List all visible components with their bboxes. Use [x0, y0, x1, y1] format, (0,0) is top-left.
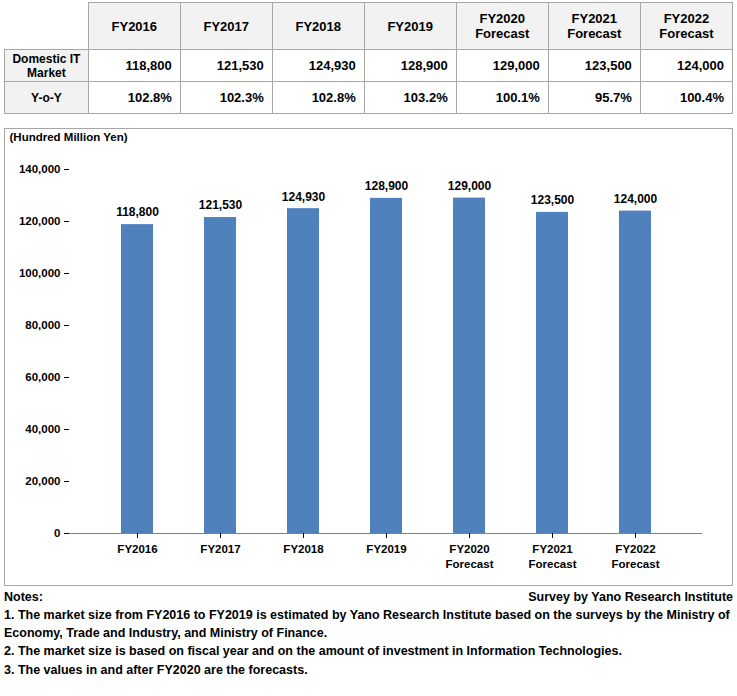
html-text:1. The market size from FY2016: 1. The market size from FY2016 to FY2019…	[4, 608, 730, 641]
svg-text:100,000: 100,000	[19, 267, 61, 279]
html-text:FY2019: FY2019	[387, 18, 433, 34]
html-text:Y-o-Y: Y-o-Y	[31, 90, 62, 105]
html-text:102.3%: 102.3%	[219, 90, 264, 105]
html-text:102.8%: 102.8%	[311, 90, 356, 105]
svg-text:40,000: 40,000	[25, 423, 60, 435]
html-text:118,800: 118,800	[125, 58, 172, 73]
svg-text:124,930: 124,930	[282, 190, 326, 204]
html-text:103.2%: 103.2%	[403, 90, 448, 105]
html-text:100.1%: 100.1%	[495, 90, 540, 105]
html-text:121,530: 121,530	[216, 58, 264, 73]
html-text:3. The values in and after FY2: 3. The values in and after FY2020 are th…	[4, 662, 308, 677]
html-text:2. The market size is based on: 2. The market size is based on fiscal ye…	[4, 644, 622, 659]
html-text:FY2020 Forecast: FY2020 Forecast	[475, 11, 530, 41]
html-text:FY2018: FY2018	[295, 18, 341, 34]
html-text:123,500: 123,500	[584, 58, 632, 73]
svg-text:128,900: 128,900	[365, 179, 409, 193]
svg-text:120,000: 120,000	[19, 215, 61, 227]
svg-text:60,000: 60,000	[25, 371, 60, 383]
html-text:102.8%: 102.8%	[127, 90, 172, 105]
html-text:129,000: 129,000	[492, 58, 540, 73]
svg-text:129,000: 129,000	[448, 179, 492, 193]
html-text:124,930: 124,930	[308, 58, 356, 73]
html-text:Domestic IT Market: Domestic IT Market	[12, 51, 81, 80]
html-text:Survey by Yano Research Instit: Survey by Yano Research Institute	[528, 590, 733, 604]
html-text:128,900: 128,900	[400, 58, 448, 73]
svg-text:118,800: 118,800	[116, 205, 159, 219]
svg-text:FY2021Forecast: FY2021Forecast	[529, 543, 577, 570]
html-text:FY2016: FY2016	[111, 18, 158, 34]
svg-text:FY2017: FY2017	[200, 543, 240, 555]
svg-text:123,500: 123,500	[531, 193, 575, 207]
html-text:124,000: 124,000	[677, 58, 724, 73]
svg-text:20,000: 20,000	[25, 475, 60, 487]
svg-text:FY2018: FY2018	[283, 543, 324, 555]
html-text:FY2017: FY2017	[203, 18, 249, 34]
html-text:FY2022 Forecast: FY2022 Forecast	[659, 11, 714, 41]
svg-text:80,000: 80,000	[25, 319, 60, 331]
html-text:95.7%: 95.7%	[595, 90, 632, 105]
svg-text:FY2022Forecast: FY2022Forecast	[612, 543, 660, 570]
svg-text:(Hundred Million Yen): (Hundred Million Yen)	[10, 131, 128, 143]
svg-text:140,000: 140,000	[19, 163, 61, 175]
svg-text:121,530: 121,530	[199, 198, 243, 212]
svg-text:FY2016: FY2016	[117, 543, 157, 555]
html-text:FY2021 Forecast: FY2021 Forecast	[567, 11, 622, 41]
svg-text:FY2020Forecast: FY2020Forecast	[446, 543, 494, 570]
html-text:Notes:: Notes:	[4, 590, 43, 604]
svg-text:124,000: 124,000	[614, 192, 658, 206]
html-text:100.4%: 100.4%	[679, 90, 724, 105]
svg-text:FY2019: FY2019	[366, 543, 406, 555]
svg-text:0: 0	[54, 527, 60, 539]
